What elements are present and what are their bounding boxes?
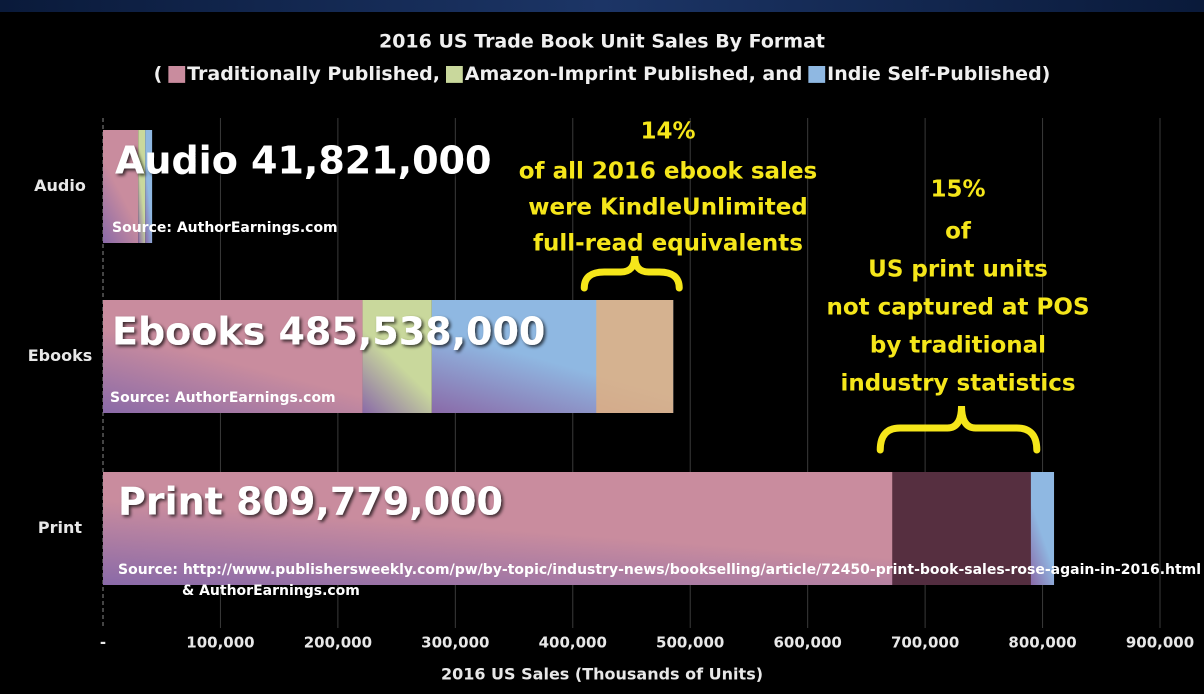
x-tick-label: 900,000 bbox=[1126, 634, 1194, 652]
legend-label: Indie Self-Published bbox=[827, 63, 1042, 85]
bar-label: Print 809,779,000 bbox=[118, 480, 503, 524]
annotation-text: 15% bbox=[930, 177, 985, 203]
source-text: & AuthorEarnings.com bbox=[182, 583, 360, 599]
legend-separator: ) bbox=[1042, 63, 1051, 85]
x-tick-label: 300,000 bbox=[421, 634, 489, 652]
annotation-text: not captured at POS bbox=[826, 295, 1089, 321]
bar-segment bbox=[103, 300, 363, 413]
source-text: Source: AuthorEarnings.com bbox=[110, 390, 336, 406]
legend-swatch: ■ bbox=[444, 61, 465, 86]
highlight-region bbox=[892, 472, 1031, 585]
x-tick-label: 400,000 bbox=[539, 634, 607, 652]
sky-strip bbox=[0, 0, 1204, 12]
x-tick-label: 200,000 bbox=[304, 634, 372, 652]
bar-segment bbox=[103, 472, 1031, 585]
bar-segment bbox=[145, 130, 153, 243]
x-tick-label: 700,000 bbox=[891, 634, 959, 652]
bar-segment bbox=[362, 300, 432, 413]
legend-label: Traditionally Published bbox=[187, 63, 433, 85]
bar-label: Ebooks 485,538,000 bbox=[112, 310, 545, 354]
legend-separator: , bbox=[433, 63, 440, 85]
legend-swatch: ■ bbox=[166, 61, 187, 86]
chart-title: 2016 US Trade Book Unit Sales By Format bbox=[379, 31, 825, 53]
annotation-text: of all 2016 ebook sales bbox=[519, 159, 817, 185]
annotation-text: full-read equivalents bbox=[533, 231, 803, 257]
legend-label: Amazon-Imprint Published bbox=[465, 63, 749, 85]
legend: (■Traditionally Published, ■Amazon-Imprin… bbox=[154, 61, 1051, 86]
annotation-text: by traditional bbox=[870, 333, 1046, 359]
bar-segment bbox=[138, 130, 146, 243]
annotation-text: of bbox=[945, 219, 972, 245]
x-tick-label: 600,000 bbox=[774, 634, 842, 652]
legend-separator: ( bbox=[154, 63, 163, 85]
x-tick-label: - bbox=[100, 634, 106, 652]
annotation-text: industry statistics bbox=[840, 371, 1075, 397]
bar-segment bbox=[103, 130, 139, 243]
annotation-text: were KindleUnlimited bbox=[528, 195, 808, 221]
x-axis-title: 2016 US Sales (Thousands of Units) bbox=[441, 665, 763, 684]
category-label: Audio bbox=[34, 176, 86, 195]
legend-separator: , and bbox=[749, 63, 803, 85]
x-tick-label: 800,000 bbox=[1008, 634, 1076, 652]
category-label: Ebooks bbox=[28, 346, 93, 365]
source-text: Source: AuthorEarnings.com bbox=[112, 220, 338, 236]
bar-segment bbox=[1030, 472, 1055, 585]
legend-swatch: ■ bbox=[806, 61, 827, 86]
annotation-text: US print units bbox=[868, 257, 1048, 283]
x-tick-label: 500,000 bbox=[656, 634, 724, 652]
brace bbox=[580, 255, 683, 292]
x-tick-label: 100,000 bbox=[186, 634, 254, 652]
bar-label: Audio 41,821,000 bbox=[115, 139, 491, 183]
annotation-text: 14% bbox=[640, 119, 695, 145]
brace bbox=[876, 405, 1041, 454]
source-text: Source: http://www.publishersweekly.com/… bbox=[118, 562, 1201, 578]
category-label: Print bbox=[38, 518, 82, 537]
highlight-region bbox=[596, 300, 674, 413]
